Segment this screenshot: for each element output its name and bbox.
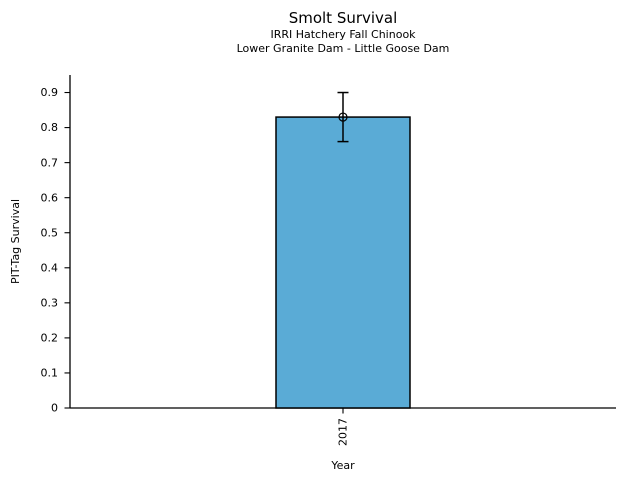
y-tick-label: 0.3: [41, 296, 59, 309]
y-tick-label: 0.4: [41, 261, 59, 274]
y-tick-label: 0.6: [41, 191, 59, 204]
chart-subtitle-line1: IRRI Hatchery Fall Chinook: [270, 28, 416, 41]
y-tick-label: 0.7: [41, 156, 59, 169]
y-axis-label: PIT-Tag Survival: [9, 199, 22, 284]
chart-title: Smolt Survival: [288, 9, 398, 27]
data-point-marker: [338, 112, 348, 122]
y-tick-label: 0.2: [41, 332, 59, 345]
x-axis-label: Year: [330, 459, 355, 472]
y-tick-label: 0: [51, 402, 58, 415]
y-tick-label: 0.8: [41, 121, 59, 134]
bar-2017: [275, 116, 411, 409]
y-tick-label: 0.1: [41, 367, 59, 380]
x-tick-label-2017: 2017: [337, 418, 350, 446]
y-tick-label: 0.5: [41, 226, 59, 239]
chart-subtitle-line2: Lower Granite Dam - Little Goose Dam: [236, 42, 450, 55]
y-tick-label: 0.9: [41, 86, 59, 99]
